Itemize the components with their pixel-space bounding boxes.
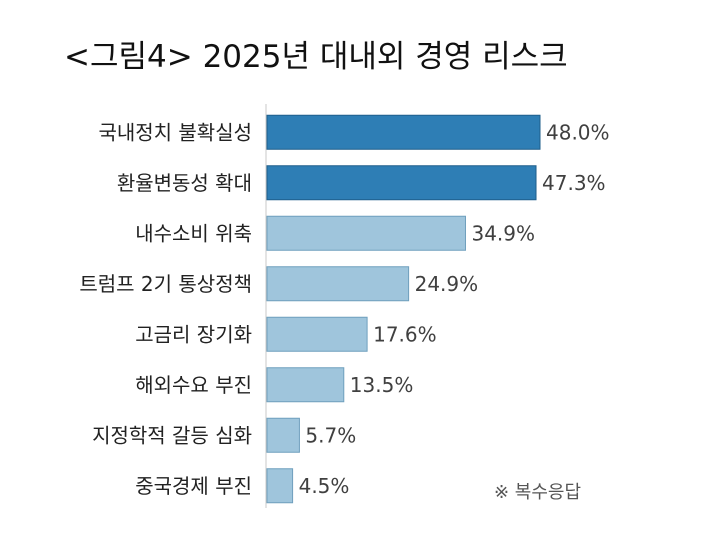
category-label-3: 내수소비 위축: [135, 221, 252, 245]
bar-7: [266, 417, 300, 453]
bar-5: [266, 316, 368, 352]
chart-title: <그림4> 2025년 대내외 경영 리스크: [64, 39, 568, 75]
bar-2: [266, 165, 537, 201]
value-label-1: 48.0%: [546, 120, 610, 144]
footnote: ※ 복수응답: [494, 482, 581, 503]
category-label-2: 환율변동성 확대: [117, 171, 252, 195]
category-label-1: 국내정치 불확실성: [98, 120, 252, 144]
bar-6: [266, 367, 345, 403]
value-labels: 48.0% 47.3% 34.9% 24.9% 17.6% 13.5% 5.7% 4.5%: [299, 120, 610, 498]
bar-1: [266, 114, 541, 150]
category-label-8: 중국경제 부진: [135, 474, 252, 498]
category-label-6: 해외수요 부진: [135, 373, 252, 397]
bar-8: [266, 468, 294, 504]
value-label-6: 13.5%: [350, 373, 414, 397]
bar-4: [266, 266, 410, 302]
value-label-7: 5.7%: [305, 423, 356, 447]
value-label-3: 34.9%: [471, 221, 535, 245]
value-label-4: 24.9%: [415, 272, 479, 296]
category-label-5: 고금리 장기화: [135, 322, 252, 346]
value-label-5: 17.6%: [373, 322, 437, 346]
bar-3: [266, 215, 466, 251]
value-label-2: 47.3%: [542, 171, 606, 195]
category-label-7: 지정학적 갈등 심화: [92, 423, 252, 447]
value-label-8: 4.5%: [299, 474, 350, 498]
category-label-4: 트럼프 2기 통상정책: [79, 272, 252, 296]
bars-group: [266, 114, 541, 504]
